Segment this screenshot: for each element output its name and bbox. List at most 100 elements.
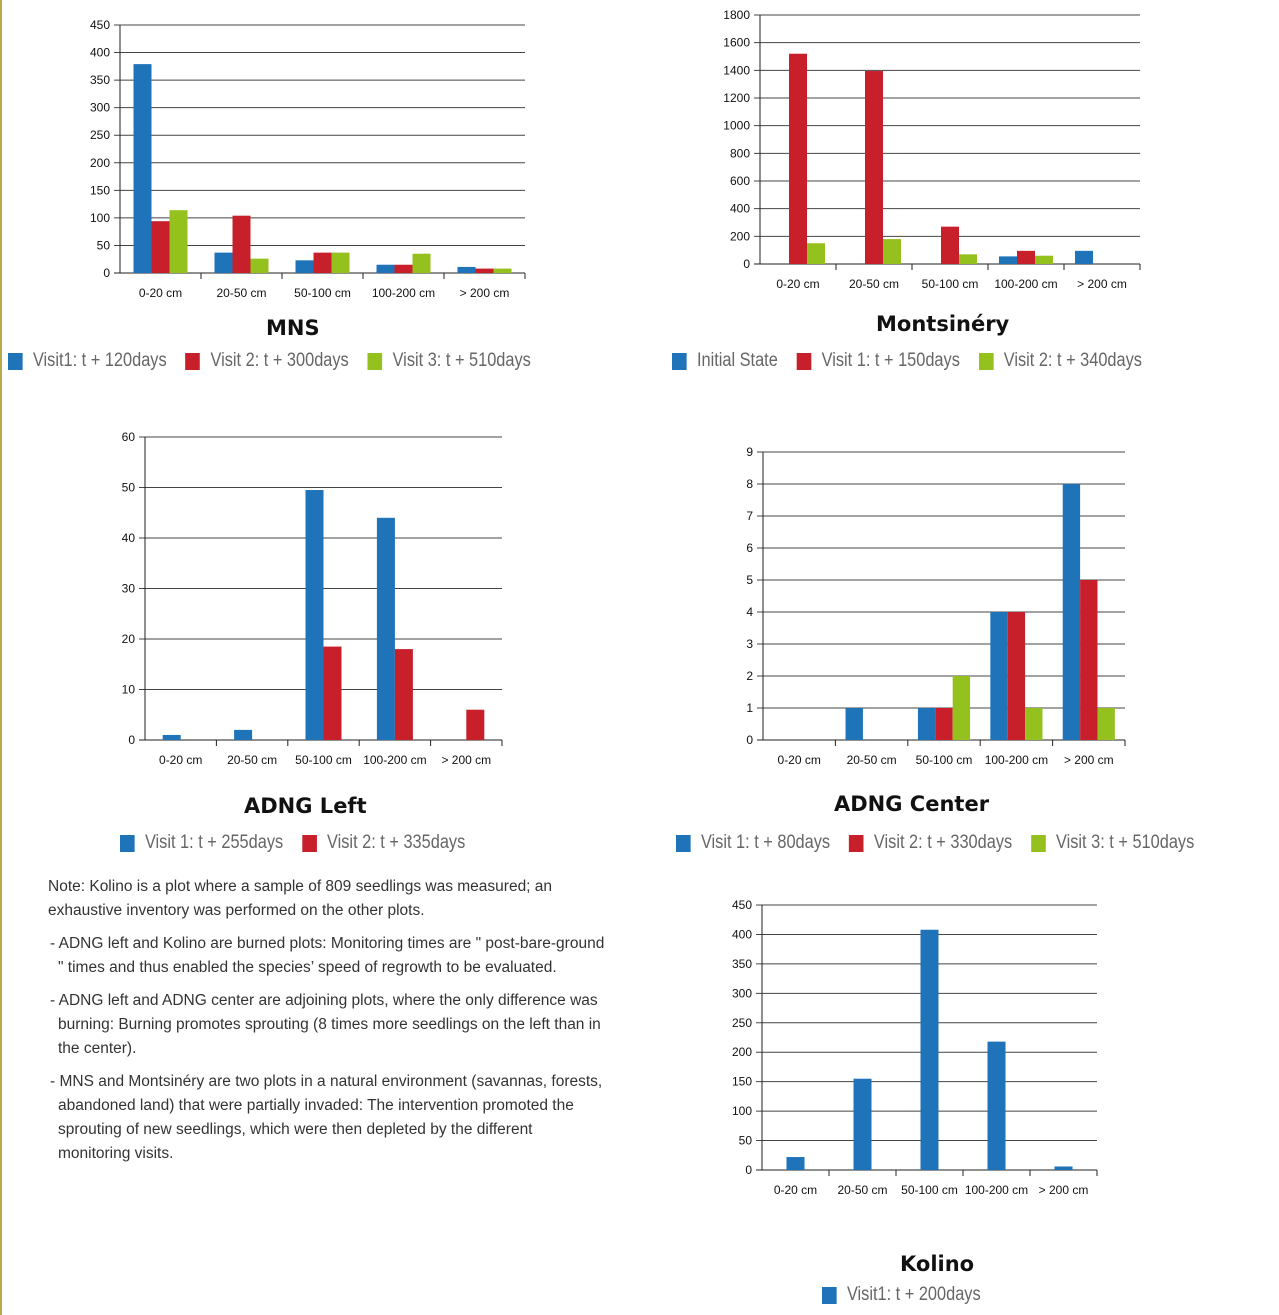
y-tick-label: 100: [732, 1104, 752, 1118]
y-tick-label: 350: [732, 957, 752, 971]
x-tick-label: 0-20 cm: [774, 1183, 817, 1197]
bar-montsinery-s2-c1: [883, 239, 901, 264]
legend-swatch: [822, 1286, 837, 1304]
chart-title-montsinery: Montsinéry: [876, 312, 1010, 336]
chart-panel-montsinery: 0 200 400 600 800 1000 1200 1400 1600 1800 0-20 cm…: [640, 0, 1279, 400]
y-tick-label: 8: [746, 477, 753, 491]
legend-item: Visit 1: t + 255days: [120, 832, 283, 854]
legend-item: Visit 2: t + 335days: [302, 832, 465, 854]
bar-montsinery-s2-c3: [1035, 255, 1053, 264]
y-tick-label: 1000: [723, 119, 750, 133]
legend-item: Visit 2: t + 340days: [978, 350, 1142, 372]
legend-swatch: [676, 834, 691, 852]
legend-label: Initial State: [696, 350, 778, 371]
bar-mns-s0-c0: [133, 64, 152, 273]
legend-item: Visit 3: t + 510days: [367, 350, 531, 372]
legend-item: Visit 2: t + 300days: [185, 350, 349, 372]
legend-label: Visit 3: t + 510days: [392, 350, 531, 371]
bar-mns-s2-c0: [169, 210, 188, 273]
legend-kolino: Visit1: t + 200days: [822, 1284, 1000, 1306]
bar-adng-center-s0-c4: [1062, 484, 1081, 740]
y-tick-label: 0: [103, 266, 110, 280]
y-tick-label: 800: [730, 146, 750, 160]
bar-adng-center-s2-c4: [1097, 708, 1115, 740]
x-tick-label: 50-100 cm: [922, 277, 979, 291]
x-tick-label: 0-20 cm: [139, 286, 182, 300]
bar-montsinery-s2-c0: [807, 243, 825, 264]
bar-montsinery-s0-c3: [999, 256, 1017, 264]
x-tick-label: > 200 cm: [441, 753, 491, 767]
bar-montsinery-s0-c4: [1075, 250, 1093, 264]
bar-mns-s0-c2: [295, 260, 314, 273]
y-tick-label: 1: [746, 701, 753, 715]
chart-title-adng-center: ADNG Center: [834, 792, 990, 816]
y-tick-label: 200: [90, 156, 110, 170]
y-tick-label: 1200: [723, 91, 750, 105]
bar-mns-s1-c2: [313, 252, 332, 273]
bar-adng-left-s0-c3: [376, 517, 395, 740]
bar-adng-left-s1-c4: [466, 709, 485, 740]
note-bullet-adjoining-plots: - ADNG left and ADNG center are adjoinin…: [50, 992, 601, 1057]
bar-mns-s2-c1: [250, 258, 269, 273]
chart-adng-left: 0 10 20 30 40 50 60 0-20 cm 20-50 cm 50-100 cm 100…: [122, 430, 503, 767]
legend-item: Visit 3: t + 510days: [1031, 832, 1194, 854]
y-tick-label: 50: [97, 238, 111, 252]
bar-mns-s2-c2: [331, 252, 350, 273]
bar-adng-center-s0-c3: [990, 612, 1008, 740]
legend-swatch: [1031, 834, 1046, 852]
x-tick-label: > 200 cm: [1077, 277, 1127, 291]
y-tick-label: 10: [122, 683, 136, 697]
chart-title-adng-left: ADNG Left: [244, 794, 367, 818]
bar-mns-s0-c3: [376, 264, 395, 273]
legend-item: Visit1: t + 120days: [8, 350, 167, 372]
legend-item: Visit 1: t + 150days: [796, 350, 960, 372]
bar-mns-s1-c1: [232, 215, 251, 273]
x-tick-label: 50-100 cm: [294, 286, 351, 300]
bar-adng-center-s1-c3: [1007, 612, 1026, 740]
bar-kolino-s0-c3: [987, 1041, 1006, 1170]
y-tick-label: 1400: [723, 63, 750, 77]
bar-adng-left-s0-c1: [234, 729, 253, 740]
legend-montsinery: Initial State Visit 1: t + 150days Visit 2…: [672, 350, 1161, 372]
left-margin-rule: [0, 0, 2, 1315]
legend-label: Visit 1: t + 80days: [700, 832, 831, 853]
note-bullet-natural-environment: - MNS and Montsinéry are two plots in a …: [50, 1073, 603, 1162]
legend-label: Visit 1: t + 150days: [821, 350, 960, 371]
x-tick-label: 20-50 cm: [847, 753, 897, 767]
legend-swatch: [848, 834, 864, 852]
chart-montsinery: 0 200 400 600 800 1000 1200 1400 1600 1800 0-20 cm…: [723, 8, 1141, 291]
bar-adng-center-s0-c1: [845, 708, 863, 740]
bar-adng-center-s2-c3: [1025, 708, 1043, 740]
legend-label: Visit 2: t + 335days: [327, 832, 466, 853]
y-tick-label: 4: [746, 605, 753, 619]
x-tick-label: 0-20 cm: [776, 277, 819, 291]
x-tick-label: > 200 cm: [460, 286, 510, 300]
legend-mns: Visit1: t + 120days Visit 2: t + 300days V…: [8, 350, 550, 372]
y-tick-label: 50: [122, 481, 136, 495]
x-tick-label: 100-200 cm: [363, 753, 426, 767]
y-tick-label: 100: [90, 211, 110, 225]
bar-adng-left-s0-c2: [305, 490, 324, 740]
y-tick-label: 300: [732, 986, 752, 1000]
legend-adng-center: Visit 1: t + 80days Visit 2: t + 330days V…: [676, 832, 1213, 854]
bar-adng-left-s0-c0: [162, 734, 181, 740]
bar-adng-center-s0-c2: [917, 708, 936, 740]
legend-label: Visit 2: t + 330days: [873, 832, 1013, 853]
bar-montsinery-s1-c0: [789, 53, 807, 264]
legend-swatch: [978, 352, 994, 370]
bar-mns-s1-c0: [151, 221, 170, 273]
bar-mns-s1-c3: [394, 264, 413, 273]
chart-kolino: 0 50 100 150 200 250 300 350 400 450 0-20 cm 20-50 …: [732, 898, 1098, 1197]
y-tick-label: 1600: [723, 36, 750, 50]
y-tick-label: 9: [746, 445, 753, 459]
y-tick-label: 0: [745, 1163, 752, 1177]
y-tick-label: 3: [746, 637, 753, 651]
y-tick-label: 50: [739, 1134, 753, 1148]
legend-swatch: [302, 834, 317, 852]
legend-label: Visit 2: t + 300days: [210, 350, 349, 371]
x-tick-label: 50-100 cm: [901, 1183, 958, 1197]
y-tick-label: 200: [732, 1045, 752, 1059]
legend-item: Visit 2: t + 330days: [848, 832, 1013, 854]
x-tick-label: > 200 cm: [1064, 753, 1114, 767]
chart-adng-center: 0 1 2 3 4 5 6 7 8 9 0-20 cm 20-50 cm 50-100 cm 100-20…: [746, 445, 1126, 767]
